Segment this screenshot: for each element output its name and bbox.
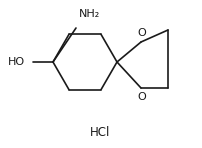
Text: O: O — [137, 92, 146, 102]
Text: O: O — [137, 28, 146, 38]
Text: NH₂: NH₂ — [79, 9, 100, 19]
Text: HCl: HCl — [89, 127, 110, 140]
Text: HO: HO — [8, 57, 25, 67]
